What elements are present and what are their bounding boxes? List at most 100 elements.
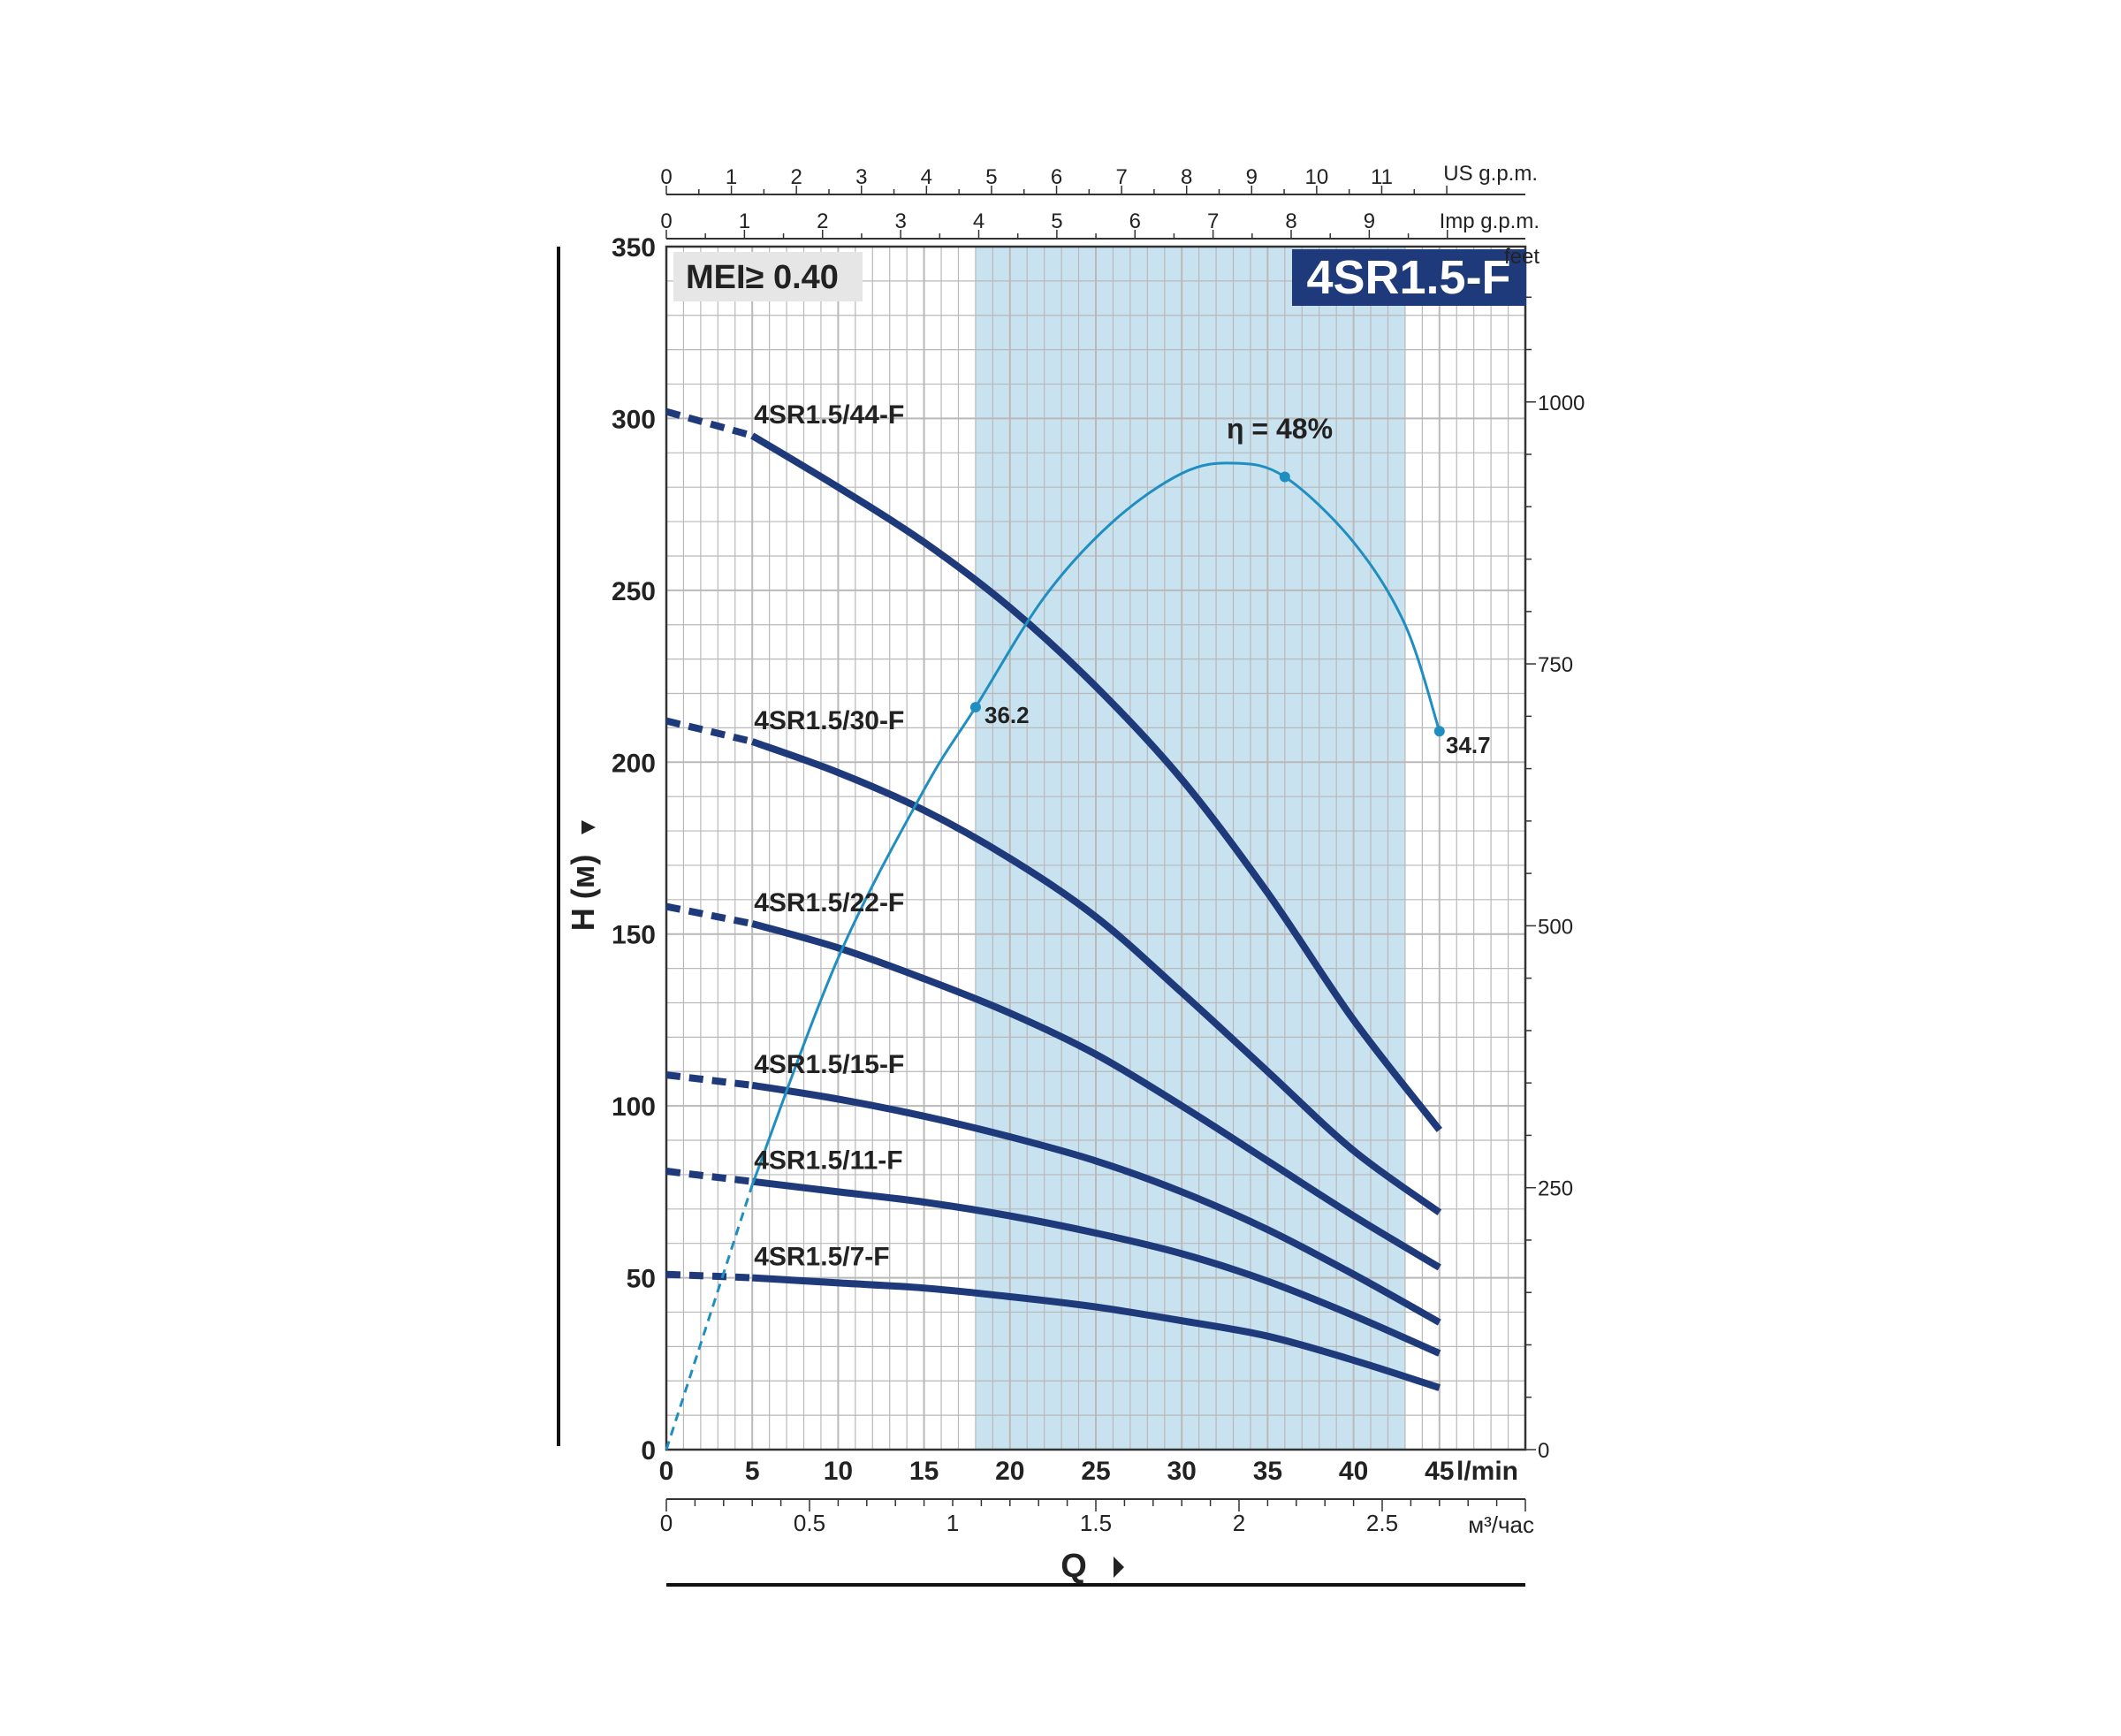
series-curve <box>750 432 1442 1132</box>
efficiency-marker <box>1279 471 1290 483</box>
imp-gpm-tick-label: 1 <box>739 209 750 233</box>
series-label: 4SR1.5/30-F <box>754 706 904 735</box>
feet-tick-label: 0 <box>1538 1439 1549 1463</box>
x-tick-label: 45 <box>1425 1457 1454 1486</box>
efficiency-start-label: 36.2 <box>984 702 1030 728</box>
grid-layer <box>665 246 1526 1450</box>
y-tick-label: 150 <box>612 921 656 950</box>
x-tick-label: 40 <box>1339 1457 1368 1486</box>
series-label: 4SR1.5/22-F <box>754 888 904 917</box>
series-label: 4SR1.5/11-F <box>754 1146 902 1176</box>
series-labels-layer: 4SR1.5/44-F 4SR1.5/30-F 4SR1.5/22-F 4SR1.5/… <box>754 400 904 1272</box>
efficiency-marker <box>1433 726 1445 737</box>
series-label: 4SR1.5/15-F <box>754 1050 904 1079</box>
imp-gpm-tick-label: 6 <box>1129 209 1141 233</box>
x-tick-label: 25 <box>1081 1457 1110 1486</box>
us-gpm-tick-label: 0 <box>660 165 672 189</box>
us-gpm-tick-label: 7 <box>1115 165 1127 189</box>
y-tick-label: 0 <box>641 1436 656 1466</box>
y-tick-label: 250 <box>612 577 656 606</box>
chart-title-bg <box>1292 249 1526 306</box>
x-tick-label: 20 <box>995 1457 1024 1486</box>
mei-badge: MEI≥ 0.40 <box>686 259 839 296</box>
imp-gpm-tick-label: 9 <box>1364 209 1375 233</box>
series-curve <box>750 738 1442 1215</box>
series-dashed-start <box>665 1168 753 1185</box>
x-unit-label: l/min <box>1456 1457 1518 1486</box>
series-dashed-start <box>665 1071 753 1089</box>
y-tick-label: 200 <box>612 749 656 778</box>
us-gpm-tick-label: 5 <box>985 165 997 189</box>
us-gpm-tick-label: 6 <box>1051 165 1062 189</box>
x-tick-label: 5 <box>745 1457 760 1486</box>
y-tick-label: 50 <box>627 1265 656 1294</box>
recommended-range-band <box>975 247 1405 1450</box>
us-gpm-label: US g.p.m. <box>1443 162 1538 186</box>
us-gpm-tick-label: 3 <box>855 165 867 189</box>
recommended-range-layer <box>975 247 1405 1450</box>
efficiency-end-label: 34.7 <box>1446 732 1491 758</box>
us-gpm-tick-label: 1 <box>726 165 737 189</box>
m3h-tick-label: 0 <box>660 1510 673 1536</box>
m3h-tick-label: 2.5 <box>1366 1510 1398 1536</box>
series-layer <box>665 407 1442 1391</box>
plot-frame <box>665 245 1527 1451</box>
efficiency-layer <box>665 461 1445 1450</box>
y-axis-title: H (м) <box>565 855 601 932</box>
imp-gpm-tick-label: 8 <box>1285 209 1296 233</box>
series-curve <box>751 1274 1441 1391</box>
y-tick-label: 350 <box>612 233 656 263</box>
x-tick-label: 10 <box>824 1457 853 1486</box>
x-tick-label: 15 <box>909 1457 939 1486</box>
m3h-tick-label: 0.5 <box>794 1510 825 1536</box>
m3h-label: м³/час <box>1468 1511 1534 1538</box>
imp-gpm-tick-label: 7 <box>1207 209 1219 233</box>
x-tick-label: 30 <box>1167 1457 1197 1486</box>
x-tick-label: 35 <box>1253 1457 1282 1486</box>
series-dashed-start <box>665 717 754 745</box>
imp-gpm-tick-label: 2 <box>817 209 828 233</box>
feet-tick-label: 500 <box>1538 915 1573 939</box>
y-axis-arrow-icon <box>582 820 596 834</box>
efficiency-curve <box>750 461 1441 1186</box>
us-gpm-tick-label: 11 <box>1371 165 1393 189</box>
us-gpm-tick-label: 9 <box>1246 165 1258 189</box>
m3h-tick-label: 1.5 <box>1080 1510 1112 1536</box>
us-gpm-tick-label: 10 <box>1305 165 1329 189</box>
us-gpm-tick-label: 2 <box>790 165 802 189</box>
imp-gpm-tick-label: 0 <box>660 209 672 233</box>
x-axis-arrow-icon <box>1114 1557 1124 1578</box>
series-dashed-start <box>665 1270 753 1282</box>
imp-gpm-tick-label: 4 <box>973 209 984 233</box>
efficiency-marker <box>969 702 981 713</box>
imp-gpm-tick-label: 5 <box>1051 209 1062 233</box>
x-axis-title: Q <box>1060 1548 1087 1585</box>
m3h-tick-label: 1 <box>946 1510 959 1536</box>
series-label: 4SR1.5/44-F <box>754 400 904 430</box>
mei-badge-bg <box>673 252 863 301</box>
feet-tick-label: 750 <box>1538 653 1573 677</box>
series-curve <box>751 920 1441 1271</box>
series-curve <box>751 1081 1441 1326</box>
y-tick-label: 300 <box>612 405 656 434</box>
efficiency-peak-label: η = 48% <box>1227 413 1333 445</box>
series-curve <box>751 1177 1441 1357</box>
series-label: 4SR1.5/7-F <box>754 1243 889 1272</box>
m3h-tick-label: 2 <box>1233 1510 1245 1536</box>
x-tick-label: 0 <box>659 1457 674 1486</box>
chart-title: 4SR1.5-F <box>1306 251 1510 304</box>
us-gpm-tick-label: 4 <box>921 165 932 189</box>
us-gpm-tick-label: 8 <box>1181 165 1192 189</box>
y-tick-label: 100 <box>612 1093 656 1122</box>
series-dashed-start <box>665 902 753 927</box>
efficiency-dashed-start <box>665 1184 754 1450</box>
feet-tick-label: 1000 <box>1538 392 1585 415</box>
feet-tick-label: 250 <box>1538 1177 1573 1201</box>
feet-label: feet <box>1504 245 1539 269</box>
series-dashed-start <box>665 407 754 439</box>
imp-gpm-label: Imp g.p.m. <box>1440 209 1539 233</box>
imp-gpm-tick-label: 3 <box>894 209 906 233</box>
